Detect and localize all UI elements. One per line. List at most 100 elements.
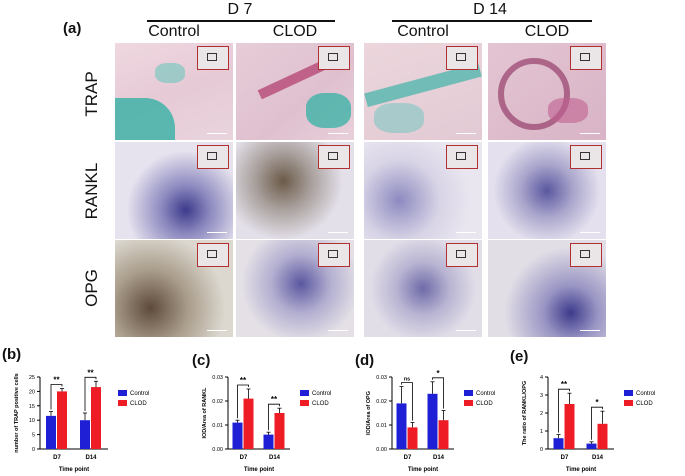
group-label-d14: D 14 — [473, 1, 507, 18]
significance-label: ** — [561, 380, 568, 389]
y-tick-label: 15 — [29, 404, 35, 410]
x-axis-label: Time point — [566, 467, 596, 473]
significance-bracket — [237, 384, 249, 419]
micrograph-trap-clod-d7 — [236, 43, 354, 140]
micrograph-rankl-clod-d7 — [236, 142, 354, 239]
significance-bracket — [432, 377, 444, 409]
bar-clod-d7 — [57, 391, 67, 449]
significance-label: ns — [404, 377, 410, 383]
panel-d-letter: (d) — [355, 352, 375, 369]
panel-a-letter: (a) — [63, 20, 82, 37]
micrograph-trap-control-d7 — [115, 43, 233, 140]
x-axis-label: Time point — [408, 467, 438, 473]
legend-swatch-control — [464, 390, 473, 396]
significance-label: * — [436, 369, 440, 378]
x-tick-label: D14 — [269, 455, 281, 461]
x-tick-label: D7 — [240, 455, 248, 461]
panel-c-letter: (c) — [192, 352, 211, 369]
significance-label: ** — [271, 395, 278, 404]
group-line-d14 — [392, 20, 592, 22]
legend-label-clod: CLOD — [476, 401, 493, 407]
y-tick-label: 20 — [29, 389, 35, 395]
bar-control-d7 — [232, 422, 243, 449]
significance-label: ** — [240, 376, 247, 385]
significance-bracket — [401, 382, 413, 421]
significance-bracket — [268, 403, 280, 431]
x-tick-label: D14 — [85, 455, 97, 461]
bar-control-d14 — [263, 434, 274, 449]
legend-label-control: Control — [312, 391, 331, 397]
y-tick-label: 0.00 — [376, 447, 387, 453]
significance-bracket — [84, 376, 97, 411]
chart-b: 0 5 10 15 20 25 number of TRAP positive cells T… — [14, 368, 149, 473]
significance-bracket — [558, 388, 570, 433]
significance-label: * — [595, 398, 599, 407]
y-axis-label: number of TRAP positive cells — [14, 373, 20, 452]
panel-e-letter: (e) — [510, 348, 529, 365]
x-tick-label: D14 — [433, 455, 445, 461]
y-tick-label: 0.03 — [212, 375, 223, 381]
legend-swatch-control — [118, 390, 127, 396]
x-axis-label: Time point — [59, 467, 89, 473]
y-axis-label: IOD/Area of OPG — [366, 391, 372, 435]
micrograph-rankl-control-d14 — [364, 142, 482, 239]
row-label-rankl: RANKL — [82, 162, 101, 220]
group-label-d7: D 7 — [227, 1, 253, 18]
x-tick-label: D7 — [561, 455, 569, 461]
legend-swatch-clod — [300, 400, 309, 406]
group-line-d7 — [147, 20, 335, 22]
bar-clod-d7 — [243, 398, 254, 449]
bar-control-d14 — [80, 420, 90, 449]
micrograph-opg-control-d14 — [364, 240, 482, 337]
y-tick-label: 0.02 — [376, 399, 387, 405]
x-axis-label: Time point — [244, 467, 274, 473]
micrograph-opg-control-d7 — [115, 240, 233, 337]
y-tick-label: 3 — [540, 393, 543, 399]
y-tick-label: 0.01 — [376, 423, 387, 429]
x-tick-label: D7 — [53, 455, 61, 461]
bar-control-d14 — [427, 393, 438, 449]
column-label-clod-d7: CLOD — [272, 23, 318, 40]
y-tick-label: 0.01 — [212, 423, 223, 429]
column-label-control-d14: Control — [397, 23, 449, 40]
x-tick-label: D7 — [404, 455, 412, 461]
column-label-clod-d14: CLOD — [524, 23, 570, 40]
legend-swatch-control — [300, 390, 309, 396]
bar-clod-d7 — [407, 427, 418, 449]
legend-label-control: Control — [476, 391, 495, 397]
bar-clod-d14 — [438, 420, 449, 449]
legend-label-clod: CLOD — [130, 401, 147, 407]
legend-label-clod: CLOD — [636, 401, 653, 407]
y-tick-label: 0 — [540, 447, 543, 453]
y-tick-label: 4 — [540, 375, 543, 381]
y-tick-label: 0.03 — [376, 375, 387, 381]
micrograph-trap-control-d14 — [364, 43, 482, 140]
row-label-opg: OPG — [82, 269, 101, 307]
y-tick-label: 5 — [32, 433, 35, 439]
legend-label-control: Control — [636, 391, 655, 397]
bar-clod-d14 — [91, 387, 101, 449]
bar-clod-d7 — [564, 404, 575, 449]
y-tick-label: 25 — [29, 375, 35, 381]
significance-label: ** — [87, 368, 94, 377]
legend-label-control: Control — [130, 391, 149, 397]
y-tick-label: 1 — [540, 429, 543, 435]
y-axis-label: The ratio of RANKL/OPG — [522, 381, 528, 445]
bar-clod-d14 — [274, 413, 285, 449]
bar-control-d7 — [46, 415, 56, 449]
column-label-control-d7: Control — [148, 23, 200, 40]
legend-label-clod: CLOD — [312, 401, 329, 407]
y-tick-label: 10 — [29, 418, 35, 424]
significance-label: ** — [53, 376, 60, 385]
chart-d: 0.00 0.01 0.02 0.03 IOD/Area of OPG Time poin… — [366, 369, 495, 473]
y-tick-label: 0.02 — [212, 399, 223, 405]
x-tick-label: D14 — [592, 455, 604, 461]
bar-control-d7 — [553, 438, 564, 449]
row-label-trap: TRAP — [82, 71, 101, 117]
chart-c: 0.00 0.01 0.02 0.03 IOD/Area of RANKL Time po… — [202, 375, 331, 473]
y-tick-label: 0.00 — [212, 447, 223, 453]
legend-swatch-control — [624, 390, 633, 396]
bar-control-d14 — [586, 443, 597, 449]
micrograph-rankl-clod-d14 — [488, 142, 606, 239]
chart-e: 0 1 2 3 4 The ratio of RANKL/OPG Time point D7 *… — [522, 375, 655, 473]
